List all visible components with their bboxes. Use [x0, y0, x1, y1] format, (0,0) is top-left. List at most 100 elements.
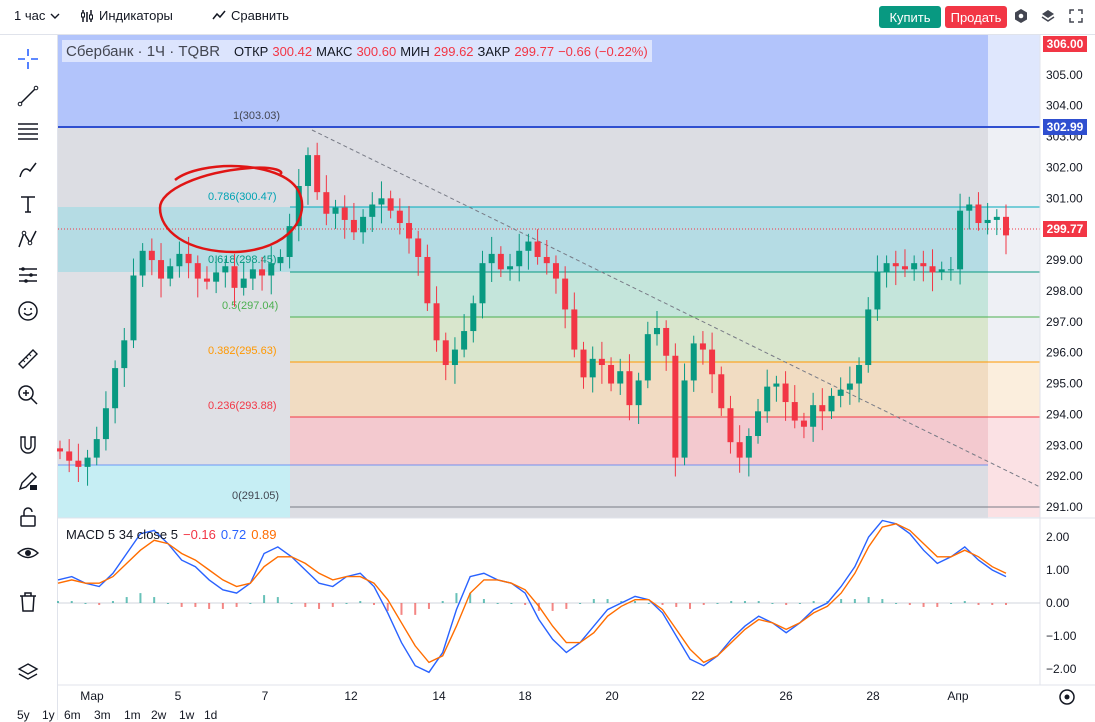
candle-body — [966, 204, 973, 211]
macd-hist-bar — [867, 597, 870, 603]
object-tree-tool[interactable] — [14, 659, 42, 687]
macd-hist-bar — [675, 603, 678, 607]
candle-body — [892, 263, 899, 267]
candle-body — [259, 269, 266, 276]
timeframe-3m[interactable]: 3m — [94, 708, 111, 722]
candle-body — [1003, 216, 1009, 236]
fib-tool[interactable] — [14, 117, 42, 145]
timeframe-1y[interactable]: 1y — [42, 708, 55, 722]
text-tool[interactable] — [14, 190, 42, 218]
delete-tool[interactable] — [14, 588, 42, 616]
candle-body — [681, 380, 688, 458]
sell-button[interactable]: Продать — [945, 6, 1007, 28]
candle-body — [231, 266, 238, 288]
candle-body — [810, 405, 817, 427]
macd-hist-bar — [785, 603, 788, 605]
unlock-icon — [20, 507, 36, 527]
candle-body — [828, 395, 835, 412]
timeframe-5y[interactable]: 5y — [17, 708, 30, 722]
smiley-icon — [18, 301, 38, 321]
macd-hist-bar — [290, 603, 293, 604]
fib-ext-right — [988, 127, 1040, 518]
emoji-tool[interactable] — [14, 297, 42, 325]
candle-body — [755, 411, 762, 437]
visibility-tool[interactable] — [14, 539, 42, 567]
timeframe-1d[interactable]: 1d — [204, 708, 218, 722]
macd-hist-bar — [455, 593, 458, 603]
macd-title[interactable]: MACD 5 34 close 5 — [66, 527, 178, 542]
macd-hist-bar — [757, 601, 760, 603]
macd-hist-bar — [634, 601, 637, 603]
forecast-tool[interactable] — [14, 261, 42, 289]
lock-tool[interactable] — [14, 503, 42, 531]
candle-body — [185, 253, 192, 264]
candle-body — [360, 216, 367, 233]
macd-hist-bar — [826, 601, 829, 603]
indicators-button[interactable]: Индикаторы — [80, 8, 173, 23]
candle-body — [93, 439, 100, 458]
symbol-legend: Сбербанк · 1Ч · TQBR ОТКР 300.42 МАКС 300.… — [62, 40, 652, 62]
fullscreen-icon[interactable] — [1068, 8, 1084, 24]
change-value: −0.66 (−0.22%) — [558, 43, 648, 59]
close-value: 299.77 — [514, 43, 555, 59]
timeframe-1w[interactable]: 1w — [179, 708, 195, 722]
candle-body — [268, 263, 275, 276]
price-tick-label: 298.00 — [1046, 284, 1083, 298]
compare-button[interactable]: Сравнить — [212, 8, 289, 23]
zoom-tool[interactable] — [14, 381, 42, 409]
fib-ext-right-2 — [988, 362, 1040, 417]
candle-body — [158, 260, 165, 279]
symbol-title[interactable]: Сбербанк · 1Ч · TQBR — [66, 42, 221, 60]
macd-hist-bar — [235, 603, 238, 607]
price-tick-label: 304.00 — [1046, 99, 1083, 113]
candle-body — [598, 358, 605, 366]
candle-body — [213, 272, 220, 282]
candle-body — [819, 405, 826, 412]
crosshair-tool[interactable] — [14, 45, 42, 73]
settings-icon[interactable] — [1013, 8, 1029, 24]
candle-body — [782, 383, 789, 403]
macd-hist-bar — [469, 593, 472, 603]
candle-body — [112, 368, 119, 409]
chart-settings-icon[interactable] — [1059, 689, 1075, 705]
brush-tool[interactable] — [14, 155, 42, 183]
candle-body — [424, 256, 431, 304]
interval-selector[interactable]: 1 час — [14, 8, 60, 23]
candle-body — [304, 155, 311, 186]
candle-body — [608, 365, 615, 384]
fib-label-0382: 0.382(295.63) — [208, 345, 277, 357]
magnet-tool[interactable] — [14, 431, 42, 459]
candle-body — [442, 340, 449, 366]
candle-body — [846, 383, 853, 390]
low-value: 299.62 — [433, 43, 474, 59]
timeframe-1m[interactable]: 1m — [124, 708, 141, 722]
price-tick-label: 292.00 — [1046, 469, 1083, 483]
macd-hist-bar — [139, 593, 142, 603]
timeframe-2w[interactable]: 2w — [151, 708, 167, 722]
macd-hist-bar — [798, 603, 801, 604]
candle-body — [75, 460, 82, 467]
timeframe-6m[interactable]: 6m — [64, 708, 81, 722]
time-tick-label: 14 — [432, 689, 446, 703]
buy-button[interactable]: Купить — [879, 6, 941, 28]
candle-body — [332, 207, 339, 214]
pattern-tool[interactable] — [14, 225, 42, 253]
macd-hist-bar — [963, 601, 966, 603]
fib-band-3 — [290, 272, 988, 317]
candle-body — [176, 253, 183, 267]
ruler-tool[interactable] — [14, 345, 42, 373]
macd-hist-bar — [276, 597, 279, 603]
lock-drawing-tool[interactable] — [14, 467, 42, 495]
candle-body — [635, 380, 642, 406]
macd-hist-bar — [482, 599, 485, 603]
macd-tick-label: 1.00 — [1046, 563, 1070, 577]
trendline-tool[interactable] — [14, 82, 42, 110]
candle-body — [406, 223, 413, 239]
fib-band-2 — [58, 207, 988, 272]
layers-icon[interactable] — [1040, 8, 1056, 24]
candle-body — [571, 309, 578, 350]
time-tick-label: 28 — [866, 689, 880, 703]
candle-body — [552, 263, 559, 279]
fib-band-1 — [58, 127, 988, 207]
